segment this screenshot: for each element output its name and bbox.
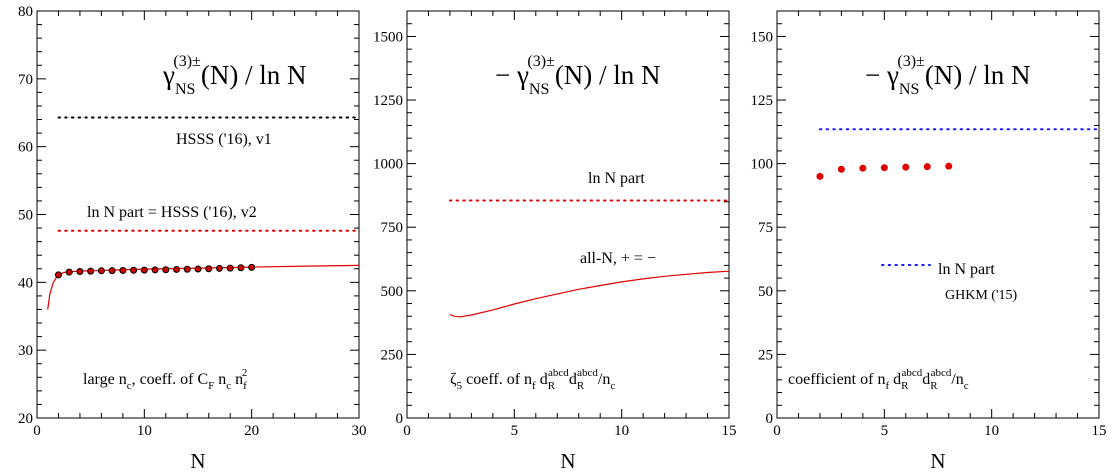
y-tick-label: 70	[18, 72, 33, 88]
series-line	[449, 270, 730, 318]
panel-2-label-lnN: ln N part	[588, 170, 645, 187]
data-point	[183, 265, 191, 273]
x-tick-label: 15	[1092, 423, 1107, 439]
panel-2-title: − γNS(3)±(N) / ln N	[495, 53, 661, 98]
data-point	[119, 266, 127, 274]
panel-2-label-allN: all-N, + = −	[580, 250, 656, 267]
panel-3-label-source: GHKM ('15)	[945, 288, 1017, 303]
panel-2-caption: ζ5 coeff. of nf dRabcddRabcd/nc	[450, 367, 615, 392]
data-point	[859, 164, 867, 172]
panel-2: 0 250 500 750 1000 1250 1500 0 5 10 15 − γNS(3)±(N…	[373, 10, 737, 473]
panel-3-caption: coefficient of nf dRabcddRabcd/nc	[788, 367, 969, 392]
data-point	[87, 267, 95, 275]
x-tick-label: 5	[881, 423, 889, 439]
x-tick-label: 0	[403, 423, 411, 439]
data-point	[173, 265, 181, 273]
x-tick-label: 15	[722, 423, 737, 439]
x-tick-label: 5	[511, 423, 519, 439]
y-tick-label: 0	[766, 411, 774, 427]
data-point	[151, 266, 159, 274]
panel-3-label-lnN: ln N part	[938, 261, 995, 278]
panel-1-caption: large nc, coeff. of CF nc nf2	[83, 367, 247, 392]
y-tick-label: 50	[18, 208, 33, 224]
x-tick-label: 30	[352, 423, 367, 439]
data-point	[945, 162, 953, 170]
data-point	[76, 267, 84, 275]
panel-1-label-v1: HSSS ('16), v1	[176, 131, 272, 148]
data-point	[130, 266, 138, 274]
data-point	[816, 172, 824, 180]
y-tick-label: 20	[18, 411, 33, 427]
data-point	[54, 271, 62, 279]
x-tick-label: 20	[244, 423, 259, 439]
data-point	[140, 266, 148, 274]
panel-1-label-v2: ln N part = HSSS ('16), v2	[87, 204, 257, 221]
data-point	[902, 163, 910, 171]
y-tick-label: 80	[18, 4, 33, 20]
x-tick-label: 10	[137, 423, 152, 439]
data-point	[237, 264, 245, 272]
data-point	[248, 263, 256, 271]
y-tick-label: 60	[18, 140, 33, 156]
panel-3-xlabel: N	[930, 449, 945, 473]
data-point	[162, 266, 170, 274]
x-tick-label: 0	[33, 423, 41, 439]
data-point	[880, 164, 888, 172]
data-point	[215, 264, 223, 272]
x-tick-label: 10	[614, 423, 629, 439]
data-point	[97, 267, 105, 275]
y-tick-label: 40	[18, 275, 33, 291]
data-point	[205, 265, 213, 273]
y-tick-label: 75	[758, 220, 773, 236]
x-tick-label: 10	[984, 423, 999, 439]
x-tick-label: 0	[773, 423, 781, 439]
y-tick-label: 30	[18, 343, 33, 359]
series-line	[47, 264, 360, 310]
y-tick-label: 1500	[373, 29, 403, 45]
y-tick-label: 150	[751, 29, 774, 45]
y-tick-label: 50	[758, 284, 773, 300]
panel-3-title: − γNS(3)±(N) / ln N	[865, 53, 1031, 98]
panel-3: 0 25 50 75 100 125 150 0 5 10 15 − γNS(3)±(N) / ln…	[751, 10, 1107, 473]
panel-2-xlabel: N	[560, 449, 575, 473]
panel-1-xlabel: N	[190, 449, 205, 473]
y-tick-label: 250	[381, 347, 404, 363]
data-point	[923, 163, 931, 171]
data-point	[226, 264, 234, 272]
data-point	[108, 267, 116, 275]
panel-1-title: γNS(3)±(N) / ln N	[162, 53, 307, 98]
y-tick-label: 1250	[373, 93, 403, 109]
data-point	[65, 268, 73, 276]
y-tick-label: 1000	[373, 157, 403, 173]
y-tick-label: 500	[381, 284, 404, 300]
y-tick-label: 100	[751, 157, 774, 173]
data-point	[837, 165, 845, 173]
y-tick-label: 0	[396, 411, 404, 427]
y-tick-label: 125	[751, 93, 774, 109]
data-point	[194, 265, 202, 273]
y-tick-label: 750	[381, 220, 404, 236]
y-tick-label: 25	[758, 347, 773, 363]
